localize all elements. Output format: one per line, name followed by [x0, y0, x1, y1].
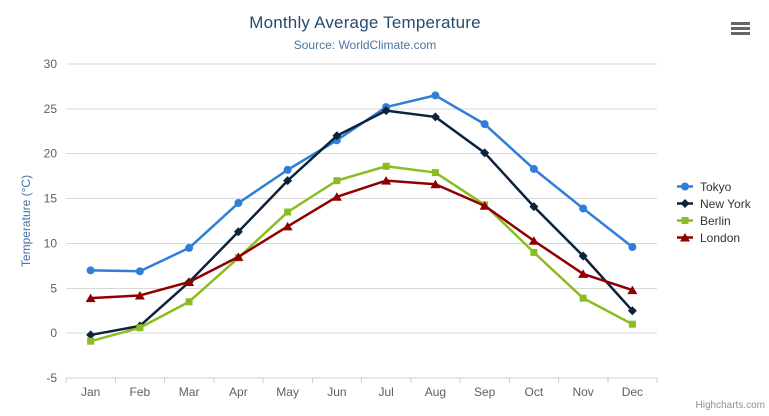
london-series-symbol-icon [677, 233, 693, 242]
series-line-new-york [89, 109, 634, 337]
x-axis-tick-label: Mar [179, 385, 200, 399]
x-axis-tick-label: Oct [525, 385, 544, 399]
series-markers-london [85, 176, 638, 303]
legend-item-berlin[interactable]: Berlin [677, 212, 751, 229]
y-axis-tick-label: 25 [44, 102, 58, 116]
chart-title: Monthly Average Temperature [249, 13, 481, 32]
series-line-tokyo [89, 94, 634, 273]
x-axis-tick-label: Apr [229, 385, 248, 399]
series-line-london [89, 179, 634, 300]
x-axis-tick-label: Sep [474, 385, 496, 399]
x-axis-tick-label: Dec [622, 385, 643, 399]
y-axis-tick-label: 10 [44, 236, 58, 250]
legend-label: Berlin [700, 213, 731, 228]
legend-item-london[interactable]: London [677, 229, 751, 246]
y-axis-tick-label: -5 [46, 371, 57, 385]
x-axis-tick-label: Nov [572, 385, 593, 399]
chart-subtitle: Source: WorldClimate.com [293, 38, 437, 52]
y-axis-tick-label: 30 [44, 57, 58, 71]
series-line-berlin [89, 165, 634, 343]
y-axis-tick-label: 5 [50, 281, 57, 295]
x-axis-tick-label: Jul [378, 385, 393, 399]
legend-item-new-york[interactable]: New York [677, 195, 751, 212]
credits-link[interactable]: Highcharts.com [695, 400, 765, 411]
y-axis-tick-label: 20 [44, 147, 58, 161]
tokyo-series-symbol-icon [677, 182, 693, 191]
y-axis-tick-label: 15 [44, 192, 58, 206]
export-menu-button[interactable] [731, 22, 750, 35]
y-axis-tick-label: 0 [50, 326, 57, 340]
legend-label: London [700, 230, 741, 245]
x-axis-tick-label: Feb [130, 385, 151, 399]
hamburger-icon [731, 27, 750, 30]
legend-label: New York [700, 196, 751, 211]
legend-label: Tokyo [700, 179, 732, 194]
x-axis-tick-label: Jan [81, 385, 100, 399]
x-axis-tick-label: May [276, 385, 299, 399]
hamburger-icon [731, 32, 750, 35]
legend-item-tokyo[interactable]: Tokyo [677, 178, 751, 195]
series-markers-new-york [86, 106, 637, 340]
berlin-series-symbol-icon [677, 217, 693, 224]
series-markers-tokyo [86, 91, 637, 276]
new-york-series-symbol-icon [677, 199, 693, 208]
legend: Tokyo New York Berlin London [677, 178, 751, 246]
x-axis-tick-label: Jun [327, 385, 346, 399]
x-axis-tick-label: Aug [425, 385, 446, 399]
hamburger-icon [731, 22, 750, 25]
